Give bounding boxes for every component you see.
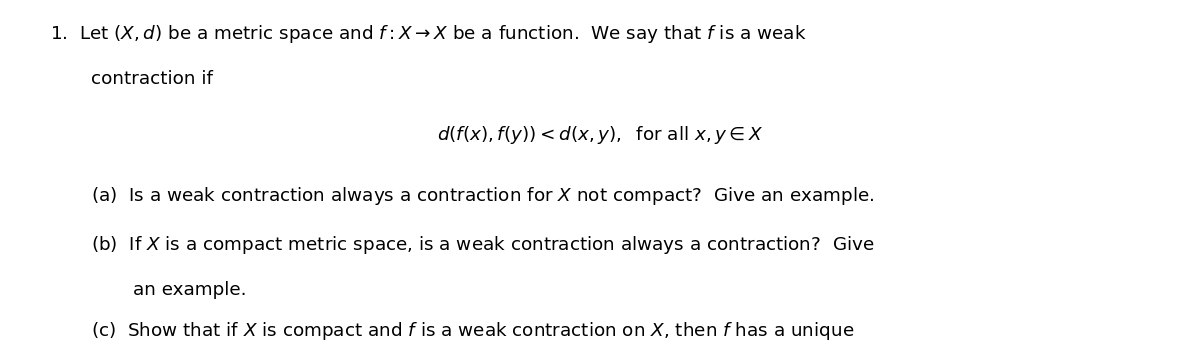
Text: $d(f(x), f(y)) < d(x, y),\;$ for all $x, y \in X$: $d(f(x), f(y)) < d(x, y),\;$ for all $x,… <box>437 124 763 146</box>
Text: (a)  Is a weak contraction always a contraction for $X$ not compact?  Give an ex: (a) Is a weak contraction always a contr… <box>91 185 875 207</box>
Text: (b)  If $X$ is a compact metric space, is a weak contraction always a contractio: (b) If $X$ is a compact metric space, is… <box>91 234 875 256</box>
Text: 1.  Let $(X, d)$ be a metric space and $f : X \to X$ be a function.  We say that: 1. Let $(X, d)$ be a metric space and $f… <box>50 23 808 45</box>
Text: an example.: an example. <box>133 281 247 299</box>
Text: contraction if: contraction if <box>91 70 214 88</box>
Text: (c)  Show that if $X$ is compact and $f$ is a weak contraction on $X$, then $f$ : (c) Show that if $X$ is compact and $f$ … <box>91 320 854 342</box>
